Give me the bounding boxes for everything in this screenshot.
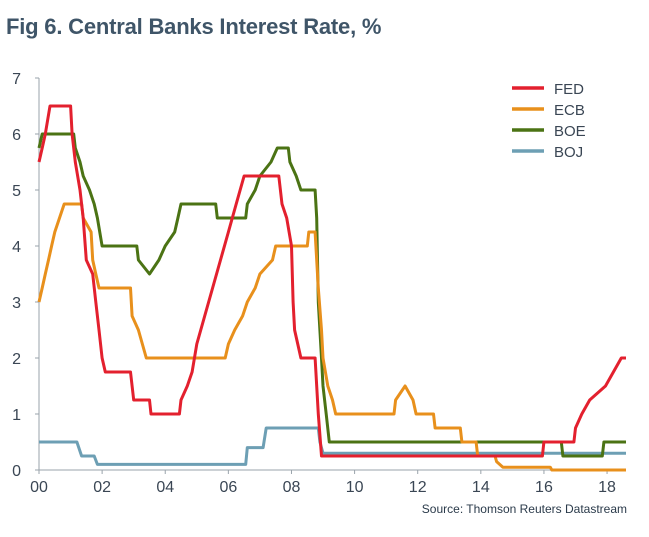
source-note: Source: Thomson Reuters Datastream [421,502,627,516]
y-tick-label: 2 [12,351,21,368]
legend-label-fed: FED [554,81,584,98]
chart-legend: FED ECB BOE BOJ [512,81,586,161]
x-tick-label: 02 [93,479,111,496]
x-tick-label: 18 [598,479,616,496]
x-tick-label: 00 [30,479,48,496]
legend-label-ecb: ECB [554,102,585,119]
x-tick-label: 12 [409,479,427,496]
series-layer [37,104,626,472]
y-tick-label: 1 [12,407,21,424]
legend-label-boj: BOJ [554,144,583,161]
x-tick-label: 16 [535,479,553,496]
x-tick-label: 04 [156,479,174,496]
y-tick-label: 7 [12,71,21,88]
series-line-ecb [37,202,626,472]
series-line-boe [37,132,626,458]
x-tick-label: 06 [219,479,237,496]
y-tick-label: 0 [12,463,21,480]
legend-label-boe: BOE [554,123,586,140]
x-tick-label: 10 [346,479,364,496]
series-line-fed [37,104,626,458]
chart-title: Fig 6. Central Banks Interest Rate, % [6,14,382,39]
y-tick-label: 4 [12,239,21,256]
y-tick-label: 5 [12,183,21,200]
series-line-boj [39,426,626,466]
y-tick-label: 6 [12,127,21,144]
x-tick-label: 08 [283,479,301,496]
y-tick-label: 3 [12,295,21,312]
x-tick-label: 14 [472,479,490,496]
